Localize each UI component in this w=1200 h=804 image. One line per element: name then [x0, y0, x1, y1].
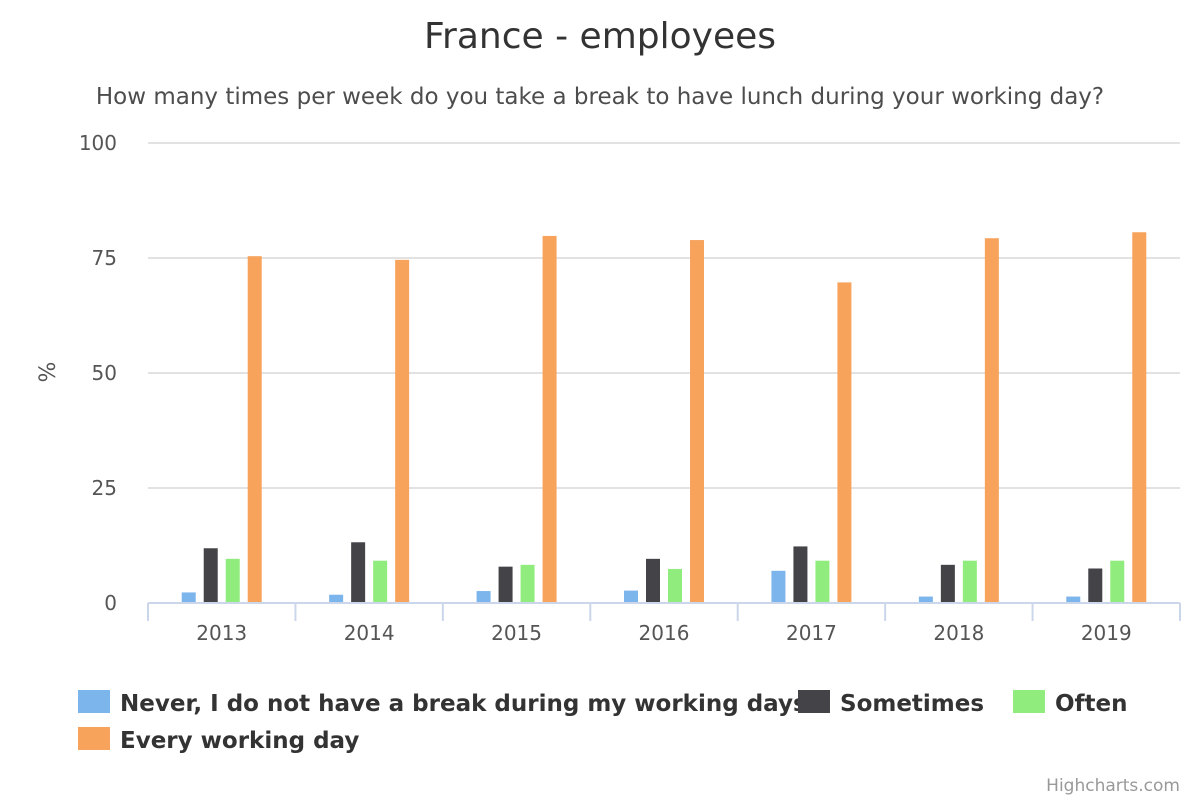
legend-item[interactable]: Every working day	[78, 727, 359, 754]
bar[interactable]	[351, 542, 366, 603]
bar[interactable]	[668, 568, 682, 603]
bar[interactable]	[1066, 596, 1081, 603]
bar[interactable]	[373, 560, 388, 603]
bar[interactable]	[793, 546, 808, 603]
y-tick-label: 25	[92, 476, 117, 500]
legend-label: Every working day	[120, 728, 359, 754]
bar[interactable]	[815, 560, 830, 603]
legend-label: Sometimes	[840, 691, 984, 717]
x-tick-label: 2017	[786, 621, 837, 645]
credits-link[interactable]: Highcharts.com	[1046, 776, 1180, 796]
y-tick-label: 50	[92, 361, 117, 385]
bar[interactable]	[1110, 560, 1125, 603]
legend-swatch	[1013, 690, 1045, 713]
y-tick-label: 75	[92, 246, 117, 270]
legend-swatch	[798, 690, 830, 713]
x-tick-label: 2016	[639, 621, 690, 645]
bar[interactable]	[1088, 568, 1103, 604]
bar[interactable]	[690, 240, 704, 603]
y-tick-label: 100	[79, 131, 117, 155]
bar[interactable]	[181, 592, 196, 603]
x-tick-label: 2019	[1081, 621, 1132, 645]
chart-title: France - employees	[424, 16, 776, 57]
bar[interactable]	[962, 560, 977, 603]
x-tick-label: 2014	[344, 621, 395, 645]
bar[interactable]	[984, 238, 999, 603]
bar[interactable]	[225, 558, 240, 603]
bar[interactable]	[1132, 232, 1147, 604]
bar[interactable]	[837, 282, 852, 603]
y-axis-title: %	[36, 362, 61, 383]
bar[interactable]	[918, 596, 933, 603]
chart-subtitle: How many times per week do you take a br…	[96, 84, 1104, 110]
x-tick-label: 2013	[196, 621, 247, 645]
x-tick-label: 2015	[491, 621, 542, 645]
bar[interactable]	[203, 548, 218, 603]
legend-item[interactable]: Sometimes	[798, 690, 984, 717]
legend: Never, I do not have a break during my w…	[78, 690, 1128, 754]
bar[interactable]	[624, 590, 638, 603]
legend-swatch	[78, 727, 110, 750]
legend-label: Often	[1055, 691, 1128, 717]
bar[interactable]	[771, 570, 786, 603]
bar[interactable]	[498, 566, 513, 603]
bar[interactable]	[329, 594, 344, 603]
bar[interactable]	[542, 235, 557, 604]
grid-lines	[148, 142, 1180, 489]
legend-item[interactable]: Often	[1013, 690, 1128, 717]
legend-label: Never, I do not have a break during my w…	[120, 691, 807, 717]
bar[interactable]	[646, 558, 660, 603]
x-axis: 2013 2014 2015 2016 2017 2018 2019	[147, 602, 1181, 645]
bar[interactable]	[520, 564, 535, 603]
y-axis-ticks: 0 25 50 75 100	[79, 131, 117, 615]
bar[interactable]	[940, 564, 955, 603]
legend-swatch	[78, 690, 110, 713]
y-tick-label: 0	[104, 591, 117, 615]
bar[interactable]	[395, 259, 410, 603]
bar[interactable]	[476, 591, 491, 603]
legend-item[interactable]: Never, I do not have a break during my w…	[78, 690, 807, 717]
bars	[181, 232, 1147, 604]
bar[interactable]	[247, 256, 262, 603]
x-tick-label: 2018	[933, 621, 984, 645]
